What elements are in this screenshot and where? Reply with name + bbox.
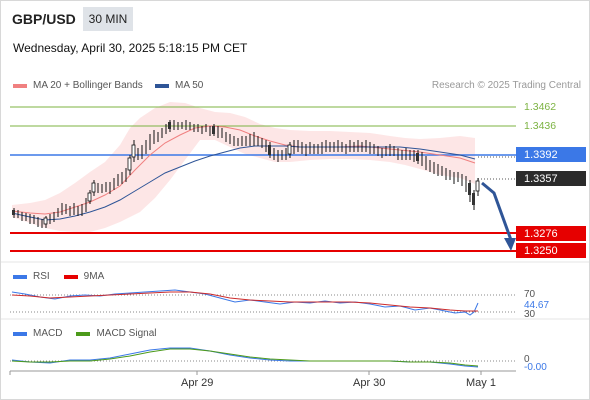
ma20-swatch <box>13 83 27 88</box>
candle-bodies <box>12 122 480 225</box>
last-price-tag: 1.3357 <box>516 171 586 186</box>
rsi-level-low: 30 <box>524 309 536 318</box>
bollinger-band <box>12 102 475 232</box>
legend-ma50-label: MA 50 <box>175 80 204 91</box>
macd-zero-label: 0 <box>524 354 530 365</box>
legend-macd: MACD MACD Signal <box>13 328 156 339</box>
forecast-arrowhead <box>504 238 516 251</box>
resistance-r2-label: 1.3462 <box>524 101 557 113</box>
rsi-value: 44.67 <box>524 300 550 311</box>
legend-macd-signal-label: MACD Signal <box>96 328 157 339</box>
macd-value: -0.00 <box>524 362 547 373</box>
legend-ma50: MA 50 <box>155 80 203 91</box>
rsi-9ma-swatch <box>63 274 78 279</box>
rsi-9ma-line <box>11 291 478 312</box>
research-credit: Research © 2025 Trading Central <box>431 80 581 91</box>
legend-macd-label: MACD <box>33 328 63 339</box>
x-label-may1: May 1 <box>466 377 496 389</box>
macd-line <box>11 347 479 368</box>
ma50-line <box>11 145 476 221</box>
pivot-tag: 1.3392 <box>516 147 586 162</box>
macd-signal-line <box>11 348 479 367</box>
rsi-line <box>11 289 479 316</box>
macd-signal-swatch <box>76 331 91 336</box>
rsi-swatch <box>13 274 27 279</box>
forecast-arrow <box>481 181 513 241</box>
legend-rsi-9ma-label: 9MA <box>83 271 105 282</box>
timeframe-badge[interactable]: 30 MIN <box>83 7 133 31</box>
support-s1-tag: 1.3276 <box>516 226 586 241</box>
legend-ma20: MA 20 + Bollinger Bands <box>13 80 143 91</box>
currency-pair-title: GBP/USD <box>12 11 76 27</box>
rsi-level-high: 70 <box>524 289 536 300</box>
legend-rsi-label: RSI <box>33 271 50 282</box>
x-label-apr30: Apr 30 <box>353 377 386 389</box>
macd-swatch <box>13 331 27 336</box>
chart-datetime: Wednesday, April 30, 2025 5:18:15 PM CET <box>13 41 248 55</box>
legend-rsi: RSI 9MA <box>13 271 104 282</box>
support-s2-tag: 1.3250 <box>516 243 586 258</box>
resistance-r1-label: 1.3436 <box>524 120 557 132</box>
ma50-swatch <box>155 83 169 88</box>
x-label-apr29: Apr 29 <box>181 377 214 389</box>
legend-ma20-label: MA 20 + Bollinger Bands <box>33 80 143 91</box>
ma20-line <box>11 125 476 215</box>
